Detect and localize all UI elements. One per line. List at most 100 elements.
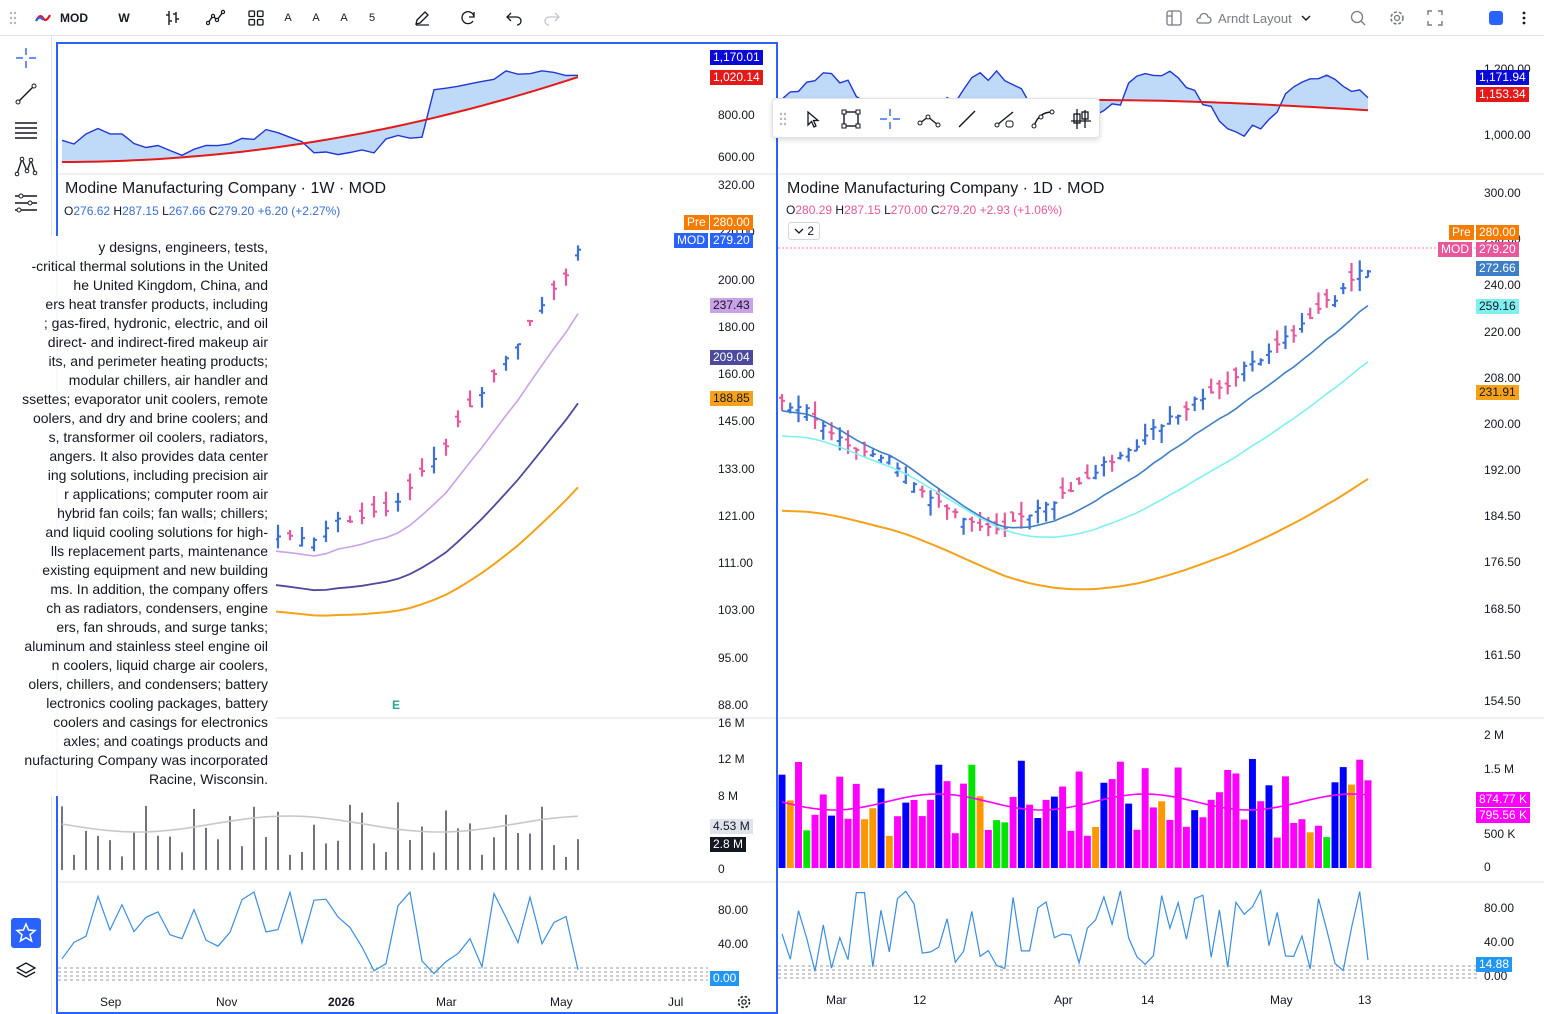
volume-bar: [1026, 804, 1034, 868]
price-scale-label: 220.00: [1484, 324, 1521, 339]
interval-button[interactable]: W: [118, 11, 130, 25]
long-position-tool-button[interactable]: [1065, 103, 1097, 135]
volume-bar: [1248, 758, 1256, 868]
cursor-tool-button[interactable]: [797, 103, 829, 135]
daily-chart-pane[interactable]: 1,200.00 1,000.00 1,171.94 1,153.34 Modi…: [778, 42, 1544, 1014]
oscillator-line: [61, 890, 579, 975]
blue-swatch-icon: [1489, 11, 1503, 25]
pre-market-label: Pre: [1449, 225, 1474, 240]
settings-button[interactable]: [1383, 0, 1411, 36]
layers-tool[interactable]: [10, 956, 42, 988]
osc-scale-label: 0.00: [1484, 969, 1508, 983]
curve-tool-button[interactable]: [1027, 103, 1059, 135]
scale-settings-button[interactable]: [736, 994, 752, 1010]
drag-handle-icon[interactable]: [775, 103, 791, 135]
text-button-2[interactable]: A: [312, 12, 320, 24]
symbol-search-button[interactable]: MOD: [34, 0, 94, 36]
price-scale-label: 176.50: [1484, 555, 1521, 570]
more-menu-button[interactable]: [1516, 0, 1532, 36]
indicators-button[interactable]: [202, 0, 230, 36]
text-button-1[interactable]: A: [284, 12, 292, 24]
volume-ma-line: [61, 815, 579, 833]
bar-style-button[interactable]: [158, 0, 186, 36]
volume-bar: [1009, 796, 1017, 868]
pane-separators: [778, 173, 1544, 883]
earnings-marker[interactable]: E: [392, 698, 401, 712]
color-swatch-button[interactable]: [1486, 0, 1506, 36]
volume-bar: [786, 800, 794, 868]
volume-bar: [927, 799, 935, 868]
volume-scale-label: 0: [1484, 860, 1491, 874]
volume-bar: [984, 829, 992, 868]
price-scale-label: 88.00: [718, 698, 749, 712]
symbol-logo-icon: [35, 14, 51, 22]
ma-blue-badge: 272.66: [1476, 261, 1519, 276]
studies-toggle[interactable]: 2: [788, 222, 821, 240]
crosshair-tool[interactable]: [10, 42, 42, 74]
gear-icon: [737, 995, 751, 1009]
text-button-3[interactable]: A: [340, 12, 348, 24]
volume-bar: [968, 764, 976, 868]
quick-search-button[interactable]: [1344, 0, 1372, 36]
ray-tool-button[interactable]: [989, 103, 1021, 135]
time-label: 14: [1141, 993, 1155, 1007]
fib-tool[interactable]: [10, 114, 42, 146]
volume-bar: [811, 814, 819, 868]
volume-bar: [795, 761, 802, 868]
trend-line-tool[interactable]: [10, 78, 42, 110]
price-scale-label: 154.50: [1484, 694, 1521, 708]
volume-bar: [844, 818, 852, 868]
volume-bar: [828, 815, 835, 868]
price-scale-label: 103.00: [718, 603, 755, 618]
volume-bar: [1017, 760, 1025, 868]
price-scale-label: 121.00: [718, 508, 755, 523]
forecast-tool[interactable]: [10, 186, 42, 218]
layout-menu-button[interactable]: Arndt Layout: [1196, 0, 1336, 36]
arrow-cursor-icon: [807, 110, 820, 128]
price-scale-label: 300.00: [1484, 186, 1521, 200]
volume-ma-line: [781, 793, 1369, 811]
volume-scale-label: 12 M: [718, 752, 745, 766]
text-button-4[interactable]: 5: [368, 12, 376, 24]
oscillator-line: [781, 888, 1369, 972]
volume-bar: [877, 788, 885, 868]
grid-icon: [248, 10, 264, 26]
volume-scale-label: 500 K: [1484, 827, 1516, 841]
price-scale-label: 208.00: [1484, 370, 1521, 385]
symbol-price-label: MOD: [1438, 242, 1472, 257]
layout-setup-button[interactable]: [1160, 0, 1188, 36]
path-tool-button[interactable]: [913, 103, 945, 135]
pattern-tool[interactable]: [10, 150, 42, 182]
watchlist-tool[interactable]: [11, 918, 41, 948]
volume-bar: [993, 820, 1001, 868]
volume-bar: [852, 783, 860, 868]
volume-bar: [894, 816, 902, 868]
price-scale-label: 200.00: [1484, 416, 1521, 431]
volume-bar: [1364, 780, 1372, 868]
fullscreen-button[interactable]: [1421, 0, 1449, 36]
volume-bar: [1042, 799, 1050, 868]
volume-bar: [976, 796, 984, 868]
price-scale-label: 168.50: [1484, 601, 1521, 616]
price-scale-label: 184.50: [1484, 509, 1521, 524]
crosshair-tool-button[interactable]: [874, 103, 906, 135]
pre-market-label: Pre: [684, 215, 709, 230]
redo-button[interactable]: [538, 0, 566, 36]
description-text: y designs, engineers, tests, -critical t…: [22, 239, 268, 787]
volume-bar: [1001, 822, 1009, 868]
curve-icon: [1031, 109, 1055, 129]
drag-handle-icon[interactable]: [6, 0, 20, 36]
refresh-button[interactable]: [454, 0, 482, 36]
top-scale-label: 600.00: [718, 150, 755, 164]
templates-button[interactable]: [242, 0, 270, 36]
undo-button[interactable]: [500, 0, 528, 36]
volume-scale-label: 1.5 M: [1484, 762, 1515, 776]
line-tool-button[interactable]: [951, 103, 983, 135]
eraser-button[interactable]: [408, 0, 436, 36]
indicator-area: [62, 70, 578, 162]
chart-title: Modine Manufacturing Company · 1D · MOD: [787, 180, 1105, 197]
volume-scale-label: 2 M: [1484, 728, 1505, 742]
search-icon: [1350, 10, 1366, 26]
rectangle-tool-button[interactable]: [835, 103, 867, 135]
volume-bar: [861, 819, 869, 868]
